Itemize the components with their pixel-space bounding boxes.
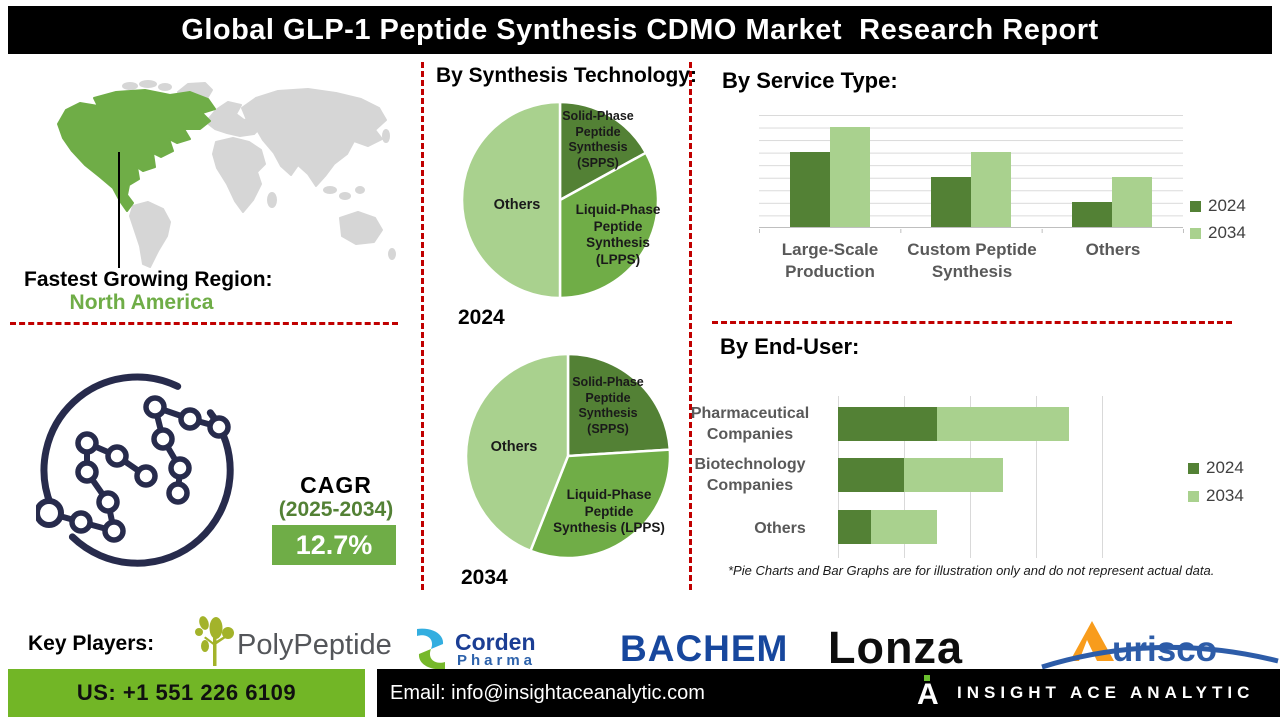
email-text: Email: info@insightaceanalytic.com [390, 681, 705, 704]
phone-box: US: +1 551 226 6109 [8, 669, 365, 717]
page-title: Global GLP-1 Peptide Synthesis CDMO Mark… [181, 13, 1099, 46]
logo-accent-dot [924, 675, 930, 681]
hbar-2024-1 [838, 458, 904, 492]
bar-2034-2 [1112, 176, 1153, 227]
end-user-heading: By End-User: [720, 334, 860, 359]
cagr-value: 12.7% [295, 529, 373, 560]
hbar-2024-0 [838, 407, 937, 441]
pie-chart-2024 [460, 100, 660, 300]
divider-dashed-middle-right [689, 62, 692, 590]
chart-disclaimer: *Pie Charts and Bar Graphs are for illus… [728, 563, 1215, 578]
legend-label-eu-2034: 2034 [1206, 486, 1244, 505]
insight-ace-logo-icon: A [917, 675, 945, 711]
synthesis-technology-heading: By Synthesis Technology: [436, 64, 697, 87]
footer-bar: Email: info@insightaceanalytic.com A INS… [377, 669, 1280, 717]
map-pointer-line [118, 152, 120, 268]
pie-chart-2034 [465, 353, 671, 559]
map-africa [212, 137, 266, 213]
service-category-others: Others [1085, 240, 1141, 259]
service-category-large-scale: Large-Scale Production [781, 240, 879, 281]
phone-number: US: +1 551 226 6109 [76, 680, 297, 705]
service-type-heading: By Service Type: [722, 68, 898, 93]
hbar-2034-2 [871, 510, 937, 544]
bachem-logo-text: BACHEM [620, 628, 789, 669]
fastest-growing-region-value: North America [69, 291, 214, 314]
pie-2024-year-label: 2024 [458, 306, 505, 329]
peptide-molecule-icon [36, 373, 234, 567]
divider-dashed-left [10, 322, 398, 325]
divider-dashed-right [712, 321, 1232, 324]
key-players-heading: Key Players: [28, 632, 155, 655]
hbar-2024-2 [838, 510, 871, 544]
legend-swatch-2034 [1190, 227, 1201, 239]
title-banner: Global GLP-1 Peptide Synthesis CDMO Mark… [8, 6, 1272, 54]
service-type-axis-ticks [759, 229, 1184, 233]
pie-2034-others-label: Others [490, 439, 538, 455]
map-australia [339, 211, 383, 245]
end-user-chart [838, 396, 1103, 558]
end-user-legend-2034: 2034 [1188, 486, 1244, 506]
legend-swatch-2024 [1190, 200, 1201, 212]
map-south-america [129, 201, 171, 268]
corden-logo-subtext: Pharma [457, 652, 537, 669]
service-type-chart [759, 115, 1183, 228]
bar-2024-0 [789, 151, 830, 227]
world-map [57, 80, 396, 268]
brand-lockup: A INSIGHT ACE ANALYTIC [917, 669, 1254, 717]
cagr-label: CAGR [300, 472, 372, 498]
service-category-custom-peptide: Custom Peptide Synthesis [907, 240, 1037, 281]
pie-2034-spps-label: Solid-Phase Peptide Synthesis (SPPS) [572, 375, 644, 436]
bar-2034-0 [829, 126, 870, 227]
legend-label-2034: 2034 [1208, 223, 1246, 242]
aurisco-logo-graphic: urisco [1041, 621, 1279, 670]
end-user-category-pharma: Pharmaceutical Companies [690, 405, 810, 443]
end-user-legend-2024: 2024 [1188, 458, 1244, 478]
pie-2034-year-label: 2034 [461, 566, 508, 589]
aurisco-logo: urisco [1040, 615, 1280, 670]
legend-label-2024: 2024 [1208, 196, 1246, 215]
divider-dashed-middle-left [421, 62, 424, 590]
legend-label-eu-2024: 2024 [1206, 458, 1244, 477]
corden-logo-text: Corden [455, 629, 536, 655]
map-asia [241, 88, 387, 187]
service-legend-2034: 2034 [1190, 223, 1246, 243]
lonza-logo-text: Lonza [828, 622, 963, 673]
bar-2034-1 [971, 151, 1011, 227]
pie-2034-lpps-label: Liquid-Phase Peptide Synthesis (LPPS) [553, 487, 665, 535]
bar-2024-1 [931, 176, 971, 227]
pie-2024-others-label: Others [493, 197, 541, 213]
legend-swatch-eu-2034 [1188, 490, 1199, 502]
hbar-2034-1 [904, 458, 1003, 492]
pie-2024-lpps-label: Liquid-Phase Peptide Synthesis (LPPS) [575, 202, 661, 267]
logo-letter: A [917, 678, 939, 711]
polypeptide-logo-icon [195, 616, 234, 666]
legend-swatch-eu-2024 [1188, 462, 1199, 474]
fastest-growing-region-label: Fastest Growing Region: [24, 268, 273, 291]
cagr-period: (2025-2034) [278, 498, 394, 521]
hbar-2034-0 [937, 407, 1069, 441]
end-user-category-biotech: Biotechnology Companies [694, 456, 806, 494]
end-user-category-others: Others [754, 520, 806, 537]
corden-pharma-logo-icon [417, 628, 445, 670]
brand-name: INSIGHT ACE ANALYTIC [957, 683, 1255, 702]
bar-2024-2 [1072, 201, 1113, 227]
service-legend-2024: 2024 [1190, 196, 1246, 216]
cagr-value-box: 12.7% [272, 525, 396, 565]
map-north-america-highlight [57, 89, 216, 212]
pie-2024-spps-label: Solid-Phase Peptide Synthesis (SPPS) [562, 109, 634, 170]
polypeptide-logo-text: PolyPeptide [237, 629, 392, 661]
